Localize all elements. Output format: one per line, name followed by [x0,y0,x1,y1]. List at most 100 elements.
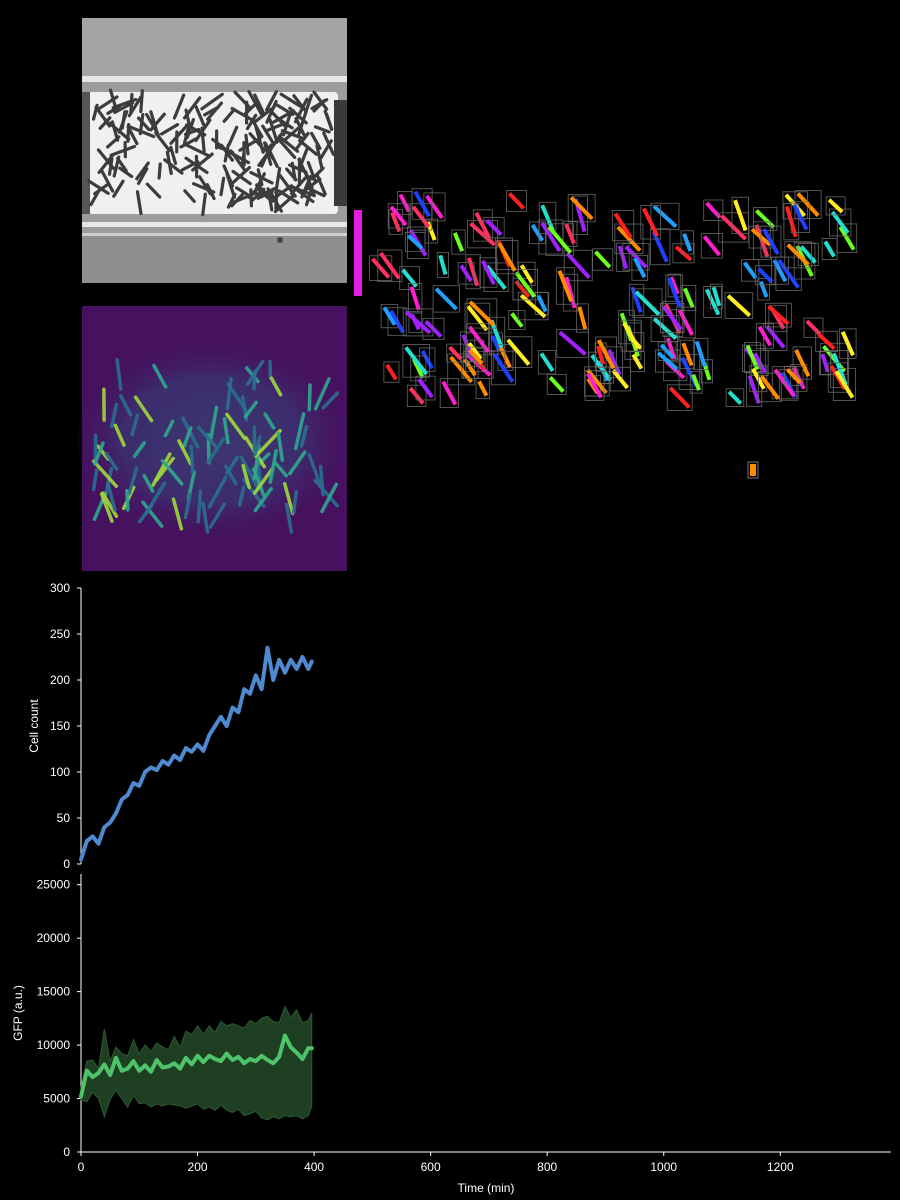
seg-cell [631,353,644,370]
fluo-cell [152,363,168,389]
seg-bbox [556,328,589,358]
phase-cell [306,186,326,198]
seg-bbox [466,298,498,329]
gfp-x-axis-label: Time (min) [458,1181,515,1195]
y-tick-label: 150 [50,719,70,733]
fluo-cell [307,453,323,490]
phase-cell [244,133,250,156]
seg-cell [577,306,588,330]
fluo-cell [241,463,251,490]
seg-cell [417,377,434,399]
seg-cell [404,346,429,376]
seg-bbox [451,229,466,255]
fluo-cell [196,489,203,524]
fluo-cell [321,391,340,410]
seg-cell [409,285,421,311]
phase-cell [254,126,265,154]
seg-bbox [693,337,709,370]
y-tick-label: 100 [50,765,70,779]
fluo-cell [253,428,282,458]
seg-bbox [383,361,400,383]
fluo-cell [171,497,184,531]
phase-cell [253,93,265,115]
seg-bbox [755,265,776,286]
fluo-cell [110,402,119,429]
seg-cell [817,332,836,351]
phase-cell [192,182,216,194]
seg-bbox [562,273,579,312]
seg-bbox [563,249,593,282]
gfp-band [80,1005,313,1121]
seg-cell [661,305,683,331]
phase-cell [135,190,143,216]
seg-cell [747,375,761,404]
seg-bbox [620,319,642,352]
seg-cell [466,304,489,332]
seg-cell [616,225,642,252]
seg-cell [594,250,612,269]
seg-cell [681,342,694,367]
seg-bbox [504,336,533,368]
fluo-cell [144,481,167,516]
fluo-cell [127,466,139,496]
seg-bbox [380,303,399,329]
seg-bbox [700,233,723,259]
phase-cell [107,157,114,176]
seg-cell [794,349,811,378]
y-tick-label: 50 [57,811,71,825]
x-tick-label: 800 [537,1160,557,1174]
phase-cell [245,113,258,131]
seg-bbox [665,274,684,311]
seg-cell [677,309,695,336]
seg-cell [682,287,695,309]
fluo-cell [99,492,114,523]
fluo-cell [252,468,266,497]
phase-cell [160,123,180,136]
phase-cell [323,109,334,131]
phase-cell [112,179,125,198]
gfp-y-axis-label: GFP (a.u.) [11,985,25,1041]
seg-cell [408,386,425,405]
seg-cell [485,264,507,290]
y-tick-label: 0 [63,857,70,871]
y-tick-label: 5000 [43,1092,70,1106]
fluo-cell [282,481,295,516]
seg-bbox [631,254,648,281]
fluo-cell [177,439,193,466]
seg-bbox [832,367,856,401]
seg-bbox [595,336,617,372]
fluo-cell [206,437,226,465]
phase-cell [126,125,139,146]
phase-cell [285,167,298,182]
phase-cell [172,93,186,120]
seg-cell [564,276,577,309]
seg-cell [448,345,463,361]
seg-bbox [655,349,681,373]
phase-cell [240,150,246,168]
seg-bbox [758,372,782,403]
seg-bbox [768,305,788,333]
seg-cell [438,254,448,275]
seg-cell [385,363,398,381]
phase-cell [277,137,297,160]
phase-cell [269,191,283,213]
seg-cell [596,339,616,370]
phase-cell [116,156,128,173]
fluo-cell [201,501,210,534]
seg-bbox [408,311,423,333]
seg-bbox [710,283,723,310]
seg-bbox [399,266,420,290]
fluo-cell [196,425,217,448]
phase-cell [231,169,252,186]
seg-bbox [672,243,695,264]
seg-cell [659,343,675,359]
phase-cell [277,189,300,205]
seg-bbox [496,240,519,275]
phase-cell [100,169,115,193]
seg-cell [586,372,603,399]
fluo-cell [253,435,262,457]
seg-bbox [419,347,436,372]
seg-bbox [567,194,596,223]
seg-cell [702,235,721,257]
seg-bbox [827,362,849,393]
